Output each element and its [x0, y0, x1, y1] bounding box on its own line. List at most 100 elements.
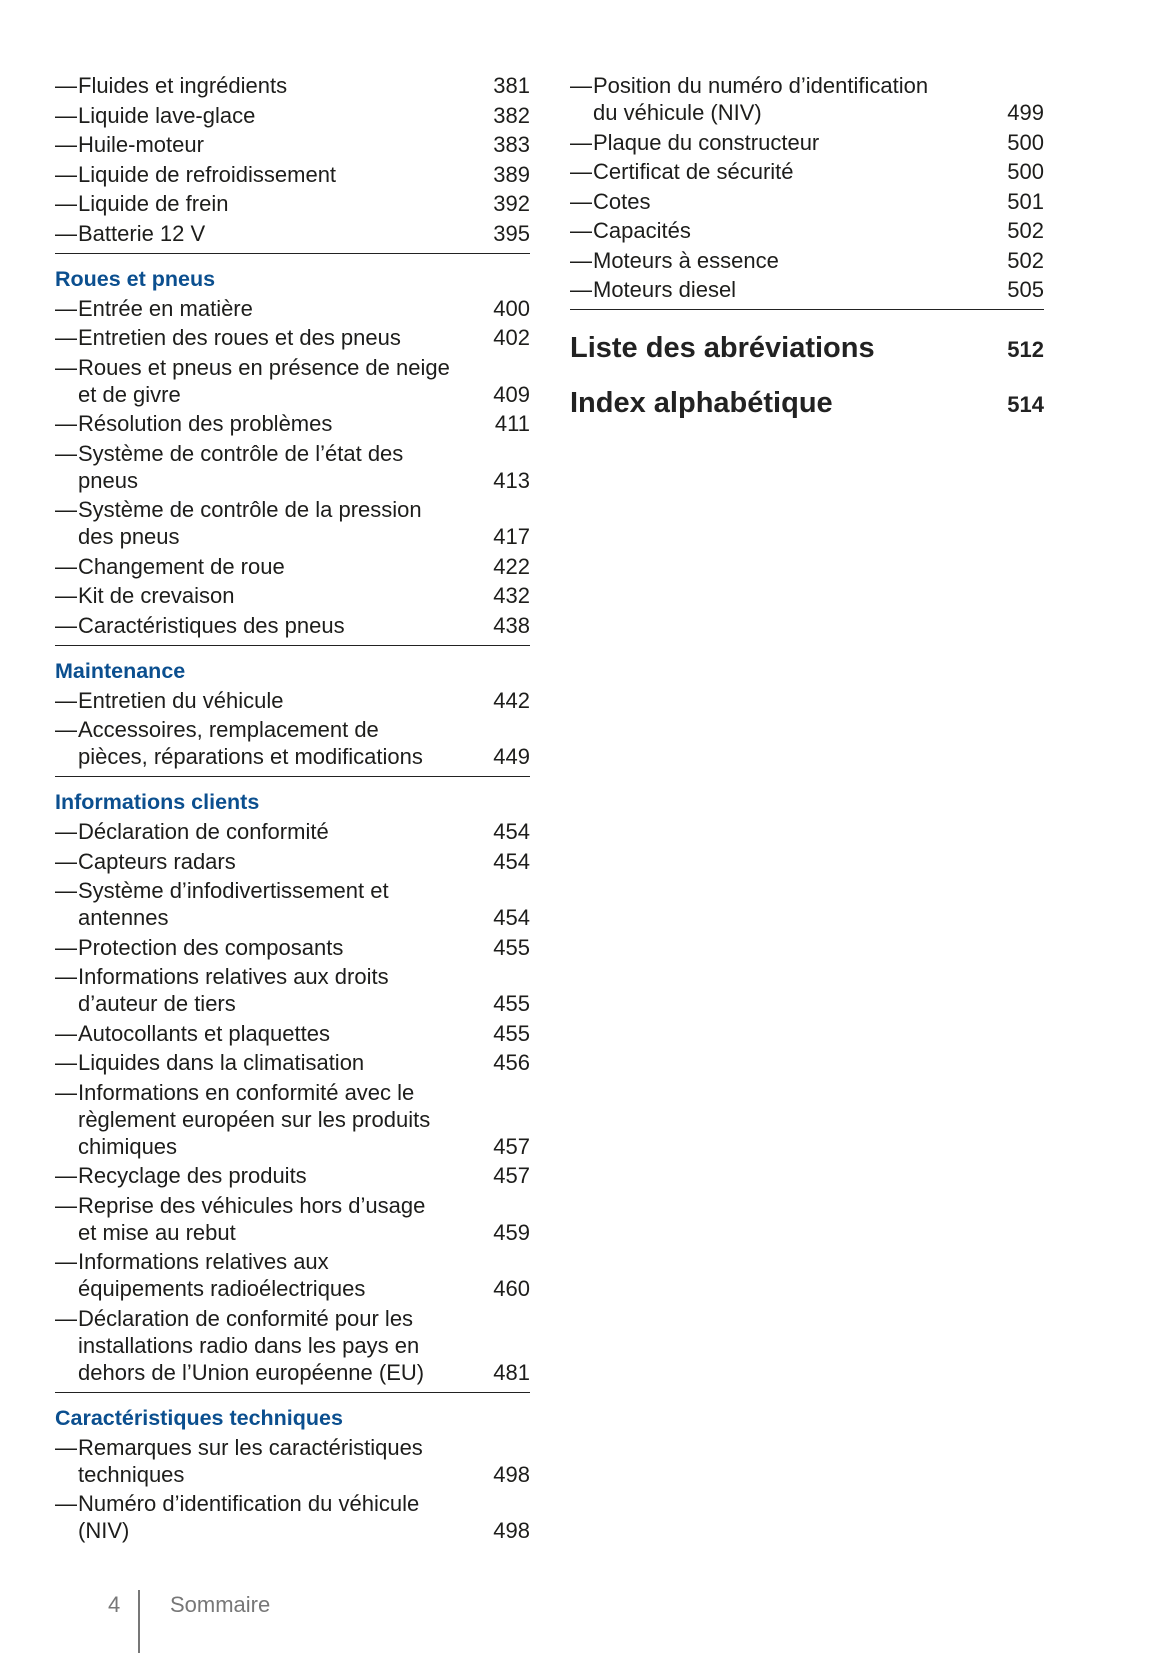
entry-page: 392 [493, 191, 530, 216]
toc-entry[interactable]: — Accessoires, remplacement de pièces, ré… [55, 716, 530, 770]
entry-page: 454 [493, 848, 530, 874]
dash-marker: — [55, 1192, 77, 1218]
entry-page: 432 [493, 583, 530, 608]
entry-title: Batterie 12 V [78, 220, 206, 246]
entry-page: 502 [1007, 247, 1044, 273]
section-heading: Informations clients [55, 790, 260, 814]
dash-marker: — [55, 497, 77, 522]
dash-marker: — [55, 161, 77, 187]
entry-title: Cotes [593, 188, 651, 214]
dash-marker: — [55, 583, 77, 608]
dash-marker: — [55, 878, 77, 903]
toc-entry[interactable]: — Entretien des roues et des pneus 402 [55, 324, 530, 351]
toc-entry[interactable]: — Entretien du véhicule 442 [55, 687, 530, 714]
dash-marker: — [570, 188, 592, 214]
toc-entry[interactable]: — Liquide lave-glace 382 [55, 102, 530, 129]
toc-left-column: — Fluides et ingrédients 381 — Liquide lave-… [55, 72, 530, 1547]
chapter-title: Index alphabétique [570, 387, 833, 419]
toc-entry[interactable]: — Numéro d’identification du véhicule (NI… [55, 1490, 530, 1544]
dash-marker: — [55, 1020, 77, 1046]
toc-entry[interactable]: — Changement de roue 422 [55, 553, 530, 580]
toc-entry[interactable]: — Remarques sur les caractéristiques tech… [55, 1434, 530, 1488]
toc-entry[interactable]: — Plaque du constructeur 500 [570, 129, 1044, 156]
toc-entry[interactable]: — Liquide de frein 392 [55, 190, 530, 217]
dash-marker: — [55, 1079, 77, 1105]
toc-entry[interactable]: — Certificat de sécurité 500 [570, 158, 1044, 185]
dash-marker: — [55, 191, 77, 216]
entry-title: Déclaration de conformité [78, 819, 329, 844]
entry-title: Caractéristiques des pneus [78, 612, 345, 638]
entry-title: Capteurs radars [78, 848, 236, 874]
entry-title: Capacités [593, 218, 691, 243]
toc-entry[interactable]: — Autocollants et plaquettes 455 [55, 1020, 530, 1047]
chapter-entry[interactable]: Index alphabétique 514 [570, 387, 1044, 420]
entry-page: 500 [1007, 129, 1044, 155]
entry-page: 438 [493, 612, 530, 638]
toc-entry[interactable]: — Caractéristiques des pneus 438 [55, 612, 530, 639]
chapter-page: 514 [1007, 392, 1044, 417]
toc-entry[interactable]: — Entrée en matière 400 [55, 295, 530, 322]
toc-entry[interactable]: — Liquide de refroidissement 389 [55, 161, 530, 188]
entry-page: 455 [493, 1020, 530, 1046]
entry-page: 481 [493, 1359, 530, 1385]
toc-entry[interactable]: — Batterie 12 V 395 [55, 220, 530, 247]
dash-marker: — [570, 73, 592, 98]
dash-marker: — [55, 295, 77, 321]
toc-entry[interactable]: — Kit de crevaison 432 [55, 582, 530, 609]
dash-marker: — [55, 220, 77, 246]
entry-page: 457 [493, 1163, 530, 1188]
entry-page: 499 [1007, 100, 1044, 125]
entry-title: Autocollants et plaquettes [78, 1020, 330, 1046]
toc-entry[interactable]: — Cotes 501 [570, 188, 1044, 215]
entry-page: 454 [493, 819, 530, 844]
entry-page: 455 [493, 934, 530, 960]
entry-title: Liquide de refroidissement [78, 161, 337, 187]
toc-entry[interactable]: — Roues et pneus en présence de neige et … [55, 354, 530, 408]
toc-entry[interactable]: — Fluides et ingrédients 381 [55, 72, 530, 99]
dash-marker: — [55, 354, 77, 380]
entry-title: Kit de crevaison [78, 583, 235, 608]
dash-marker: — [55, 1163, 77, 1188]
toc-entry[interactable]: — Informations en conformité avec le règl… [55, 1079, 530, 1160]
toc-entry[interactable]: — Huile-moteur 383 [55, 131, 530, 158]
toc-entry[interactable]: — Protection des composants 455 [55, 934, 530, 961]
toc-entry[interactable]: — Capteurs radars 454 [55, 848, 530, 875]
entry-title: Informations relatives aux droits d’aute… [78, 964, 389, 1016]
toc-entry[interactable]: — Système d’infodivertissement et antenne… [55, 877, 530, 931]
toc-entry[interactable]: — Capacités 502 [570, 217, 1044, 244]
toc-entry[interactable]: — Moteurs diesel 505 [570, 276, 1044, 303]
toc-entry[interactable]: — Système de contrôle de l’état des pneus… [55, 440, 530, 494]
entry-page: 442 [493, 687, 530, 713]
dash-marker: — [570, 218, 592, 243]
toc-entry[interactable]: — Position du numéro d’identification du … [570, 72, 1044, 126]
toc-entry[interactable]: — Recyclage des produits 457 [55, 1162, 530, 1189]
toc-entry[interactable]: — Informations relatives aux droits d’aut… [55, 963, 530, 1017]
entry-title: Entretien du véhicule [78, 687, 284, 713]
entry-page: 501 [1007, 188, 1044, 214]
toc-entry[interactable]: — Liquides dans la climatisation 456 [55, 1049, 530, 1076]
dash-marker: — [55, 325, 77, 350]
entry-page: 460 [493, 1276, 530, 1301]
entry-title: Système de contrôle de l’état des pneus [78, 440, 404, 493]
dash-marker: — [55, 934, 77, 960]
entry-title: Déclaration de conformité pour les insta… [78, 1305, 425, 1385]
toc-entry[interactable]: — Reprise des véhicules hors d’usage et m… [55, 1192, 530, 1246]
entry-page: 498 [493, 1461, 530, 1487]
toc-entry[interactable]: — Système de contrôle de la pression des … [55, 496, 530, 550]
entry-page: 500 [1007, 159, 1044, 184]
toc-entry[interactable]: — Moteurs à essence 502 [570, 247, 1044, 274]
entry-title: Protection des composants [78, 934, 344, 960]
dash-marker: — [55, 1434, 77, 1460]
toc-entry[interactable]: — Informations relatives aux équipements … [55, 1248, 530, 1302]
dash-marker: — [55, 411, 77, 436]
entry-page: 389 [493, 161, 530, 187]
entry-page: 505 [1007, 277, 1044, 302]
toc-entry[interactable]: — Déclaration de conformité pour les inst… [55, 1305, 530, 1386]
entry-title: Remarques sur les caractéristiques techn… [78, 1434, 423, 1487]
dash-marker: — [55, 717, 77, 742]
chapter-entry[interactable]: Liste des abréviations 512 [570, 332, 1044, 365]
section-divider [55, 776, 530, 777]
entry-page: 382 [493, 102, 530, 128]
toc-entry[interactable]: — Déclaration de conformité 454 [55, 818, 530, 845]
toc-entry[interactable]: — Résolution des problèmes 411 [55, 410, 530, 437]
